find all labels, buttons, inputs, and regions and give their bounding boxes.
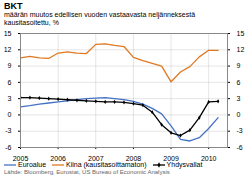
svg-text:9: 9	[237, 62, 241, 69]
svg-text:12: 12	[237, 46, 245, 53]
svg-text:0: 0	[8, 111, 12, 118]
svg-text:6: 6	[8, 79, 12, 86]
svg-text:6: 6	[237, 79, 241, 86]
svg-text:2009: 2009	[163, 155, 179, 161]
svg-text:0: 0	[237, 111, 241, 118]
html-text:Yhdysvallat: Yhdysvallat	[166, 161, 203, 168]
svg-text:2005: 2005	[13, 155, 29, 161]
svg-text:3: 3	[237, 95, 241, 102]
html-text:Lähde: Bloomberg, Eurostat, US: Lähde: Bloomberg, Eurostat, US Bureau of…	[4, 169, 170, 175]
html-text:BKT: BKT	[4, 1, 23, 11]
svg-text:-6: -6	[5, 144, 11, 151]
svg-text:9: 9	[8, 62, 12, 69]
svg-text:2010: 2010	[201, 155, 217, 161]
svg-text:2006: 2006	[50, 155, 66, 161]
svg-text:2007: 2007	[88, 155, 104, 161]
svg-text:15: 15	[4, 30, 12, 37]
html-text:Euroalue: Euroalue	[18, 161, 46, 168]
svg-text:-6: -6	[237, 144, 243, 151]
svg-text:12: 12	[4, 46, 12, 53]
svg-text:-3: -3	[5, 127, 11, 134]
html-text:määrän muutos edellisen vuoden: määrän muutos edellisen vuoden vastaavas…	[4, 11, 196, 26]
svg-text:3: 3	[8, 95, 12, 102]
svg-text:2008: 2008	[126, 155, 142, 161]
html-text:Kiina (kausitasoittamaton): Kiina (kausitasoittamaton)	[66, 161, 147, 168]
svg-text:15: 15	[237, 30, 245, 37]
svg-text:-3: -3	[237, 127, 243, 134]
